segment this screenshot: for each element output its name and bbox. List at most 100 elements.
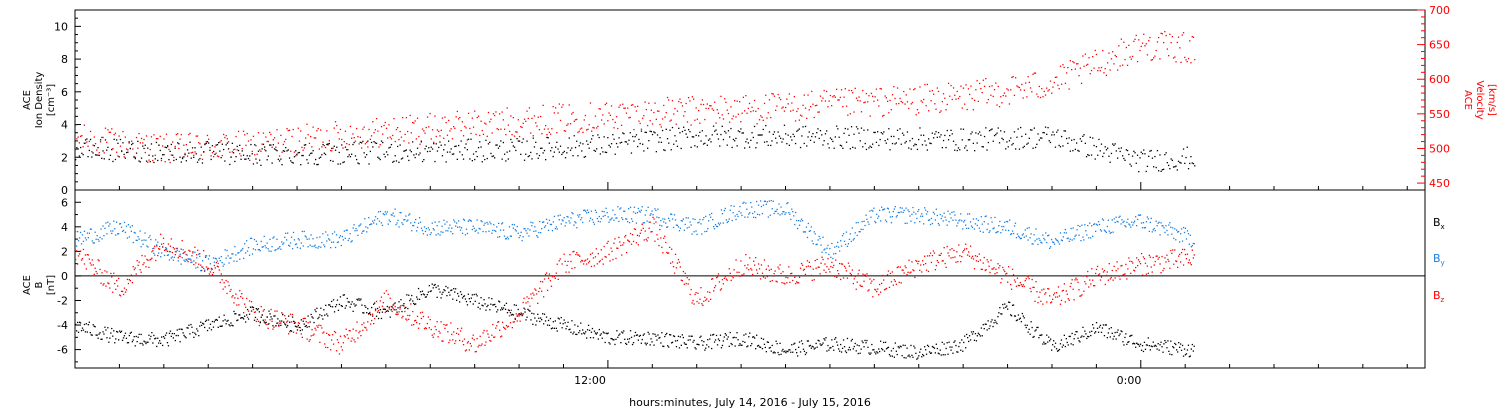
bz-point	[437, 336, 439, 338]
velocity-point	[455, 116, 457, 118]
by-point	[922, 215, 924, 217]
by-point	[941, 215, 943, 217]
by-point	[649, 214, 651, 216]
bz-point	[1029, 287, 1031, 290]
bz-point	[165, 249, 168, 251]
density-point	[964, 147, 966, 149]
bx-point	[315, 310, 317, 313]
by-point	[273, 236, 275, 238]
bx-point	[408, 294, 410, 296]
bx-point	[538, 317, 540, 319]
by-point	[648, 221, 650, 223]
bz-point	[273, 326, 275, 328]
velocity-point	[1154, 55, 1156, 57]
bz-point	[652, 216, 654, 218]
density-point	[399, 144, 401, 146]
velocity-point	[135, 136, 138, 139]
by-point	[1027, 239, 1029, 241]
by-point	[260, 240, 262, 243]
bx-point	[224, 319, 226, 321]
velocity-point	[885, 97, 887, 99]
density-point	[920, 134, 922, 136]
density-point	[794, 142, 797, 145]
by-point	[860, 228, 862, 231]
by-point	[906, 222, 908, 224]
bz-point	[920, 264, 922, 266]
by-point	[919, 221, 921, 223]
density-point	[429, 150, 431, 152]
density-point	[1113, 144, 1115, 146]
by-point	[461, 232, 464, 234]
bz-point	[1011, 268, 1014, 270]
by-point	[699, 218, 701, 221]
bz-point	[1104, 283, 1106, 286]
bz-point	[994, 273, 996, 275]
velocity-point	[567, 123, 569, 125]
bz-point	[725, 278, 727, 280]
bx-point	[685, 343, 687, 345]
by-point	[440, 231, 442, 233]
by-point	[329, 239, 331, 241]
bx-point	[109, 337, 111, 339]
by-point	[936, 214, 938, 217]
bx-point	[566, 325, 568, 327]
bx-point	[396, 311, 398, 313]
velocity-point	[159, 135, 161, 137]
by-point	[903, 209, 905, 211]
bz-point	[433, 333, 435, 335]
density-point	[832, 140, 834, 143]
bz-point	[194, 246, 196, 248]
by-point	[121, 230, 124, 232]
by-point	[203, 267, 205, 270]
velocity-point	[313, 137, 315, 139]
density-point	[654, 132, 656, 134]
bx-point	[459, 301, 461, 303]
velocity-point	[280, 134, 282, 136]
by-point	[921, 213, 923, 215]
density-point	[1110, 152, 1113, 155]
ytick-label-right: 700	[1429, 4, 1450, 17]
bz-point	[285, 318, 287, 320]
density-point	[717, 138, 720, 140]
density-point	[378, 157, 380, 159]
by-point	[1142, 222, 1145, 224]
bz-point	[745, 254, 747, 256]
by-point	[136, 239, 138, 242]
density-point	[765, 125, 767, 127]
density-point	[651, 133, 654, 136]
bz-point	[1152, 256, 1154, 259]
bz-point	[615, 257, 617, 260]
by-point	[958, 220, 960, 222]
by-point	[672, 226, 675, 229]
density-point	[293, 156, 296, 158]
velocity-point	[1100, 66, 1103, 69]
density-point	[791, 139, 793, 141]
bz-point	[724, 276, 726, 278]
density-point	[362, 140, 364, 142]
bz-point	[922, 260, 924, 262]
density-point	[755, 147, 757, 149]
density-point	[215, 144, 217, 146]
bx-point	[783, 351, 785, 353]
velocity-point	[109, 131, 112, 133]
by-point	[134, 232, 136, 234]
bz-point	[1108, 263, 1110, 265]
bz-point	[970, 257, 973, 259]
bz-point	[722, 283, 724, 285]
bz-point	[373, 323, 375, 325]
ytick-label-right: 600	[1429, 73, 1450, 86]
by-point	[380, 222, 383, 224]
by-point	[261, 246, 263, 248]
velocity-point	[357, 136, 359, 138]
by-point	[501, 223, 503, 225]
bx-point	[281, 320, 283, 322]
density-point	[593, 149, 595, 152]
bz-point	[350, 340, 352, 342]
bx-point	[654, 333, 656, 335]
velocity-point	[735, 116, 737, 118]
density-point	[421, 160, 424, 163]
velocity-point	[507, 124, 509, 126]
density-point	[982, 146, 984, 148]
bz-point	[679, 266, 681, 268]
bz-point	[512, 321, 514, 323]
